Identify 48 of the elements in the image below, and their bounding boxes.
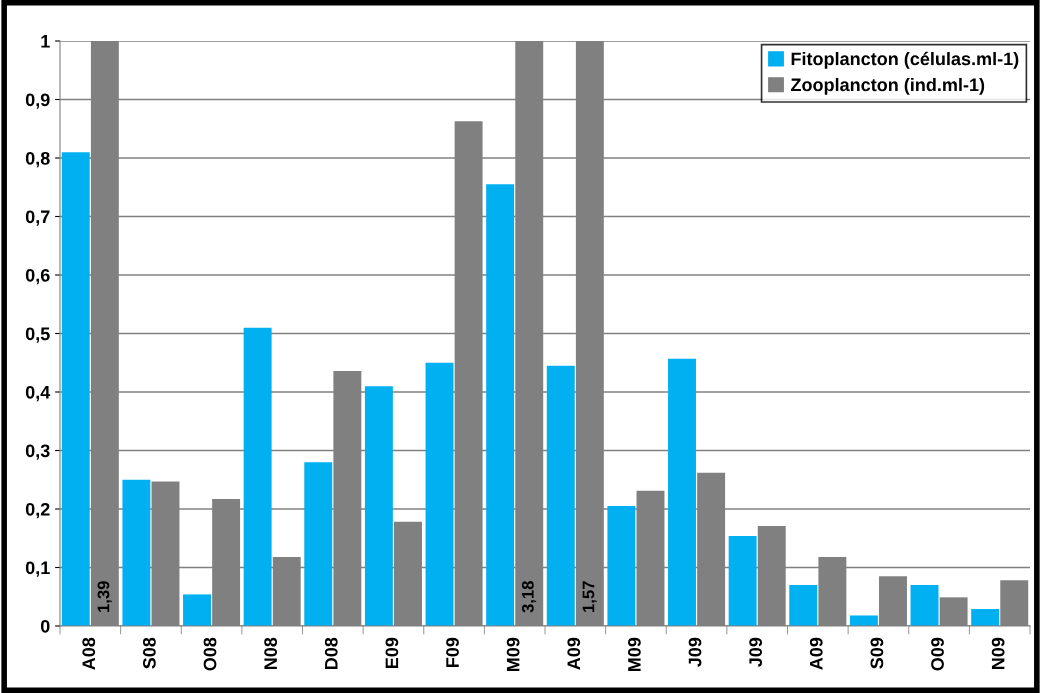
- x-tick-label: S09: [870, 637, 884, 669]
- bar: [486, 184, 515, 626]
- x-tick-label: N08: [264, 637, 278, 670]
- x-tick-label: N09: [991, 637, 1005, 670]
- bar: [607, 506, 636, 626]
- x-tick-label: E09: [385, 637, 399, 669]
- bar: [304, 462, 333, 626]
- y-tick-label: 0,8: [25, 151, 50, 168]
- bar: [364, 386, 393, 626]
- bar: [849, 615, 878, 626]
- bar: [789, 585, 818, 626]
- x-tick-label: A08: [82, 637, 96, 670]
- bar: [425, 362, 454, 626]
- y-tick-label: 0,3: [25, 444, 50, 460]
- y-tick-label: 0,7: [25, 210, 50, 226]
- x-tick-label: S08: [143, 637, 156, 669]
- bar: [61, 152, 90, 626]
- bar: [546, 365, 575, 626]
- x-tick-label: J09: [749, 637, 763, 667]
- bar: [971, 609, 1000, 626]
- legend-label: Zooplancton (ind.ml-1): [791, 77, 985, 95]
- bar: [910, 585, 939, 626]
- x-tick-label: M09: [506, 637, 520, 672]
- y-tick-label: 0,6: [25, 268, 50, 285]
- bar: [728, 535, 757, 626]
- y-tick-label: 0,4: [25, 385, 51, 402]
- annotation: 1,57: [582, 581, 597, 612]
- x-tick-label: M09: [628, 637, 641, 672]
- bar: [243, 327, 272, 626]
- bar: [183, 594, 211, 626]
- annotation: 3,18: [521, 581, 537, 613]
- legend-label: Fitoplancton (células.ml-1): [791, 51, 1019, 69]
- annotation: 1,39: [97, 581, 112, 612]
- y-tick-label: 0,1: [25, 561, 50, 577]
- bar: [122, 479, 151, 626]
- y-tick-label: 0,2: [25, 502, 50, 519]
- y-tick-label: 1: [41, 35, 50, 48]
- x-tick-label: A09: [809, 637, 823, 670]
- x-tick-label: O08: [203, 637, 217, 671]
- bar: [668, 358, 696, 626]
- x-tick-label: F09: [446, 637, 459, 668]
- y-tick-label: 0: [40, 619, 50, 633]
- x-tick-label: A09: [567, 637, 581, 670]
- x-tick-label: J09: [688, 637, 702, 667]
- x-tick-label: O09: [931, 637, 944, 671]
- y-tick-label: 0,9: [25, 93, 50, 109]
- y-tick-label: 0,5: [25, 327, 50, 343]
- x-tick-label: D08: [324, 637, 338, 670]
